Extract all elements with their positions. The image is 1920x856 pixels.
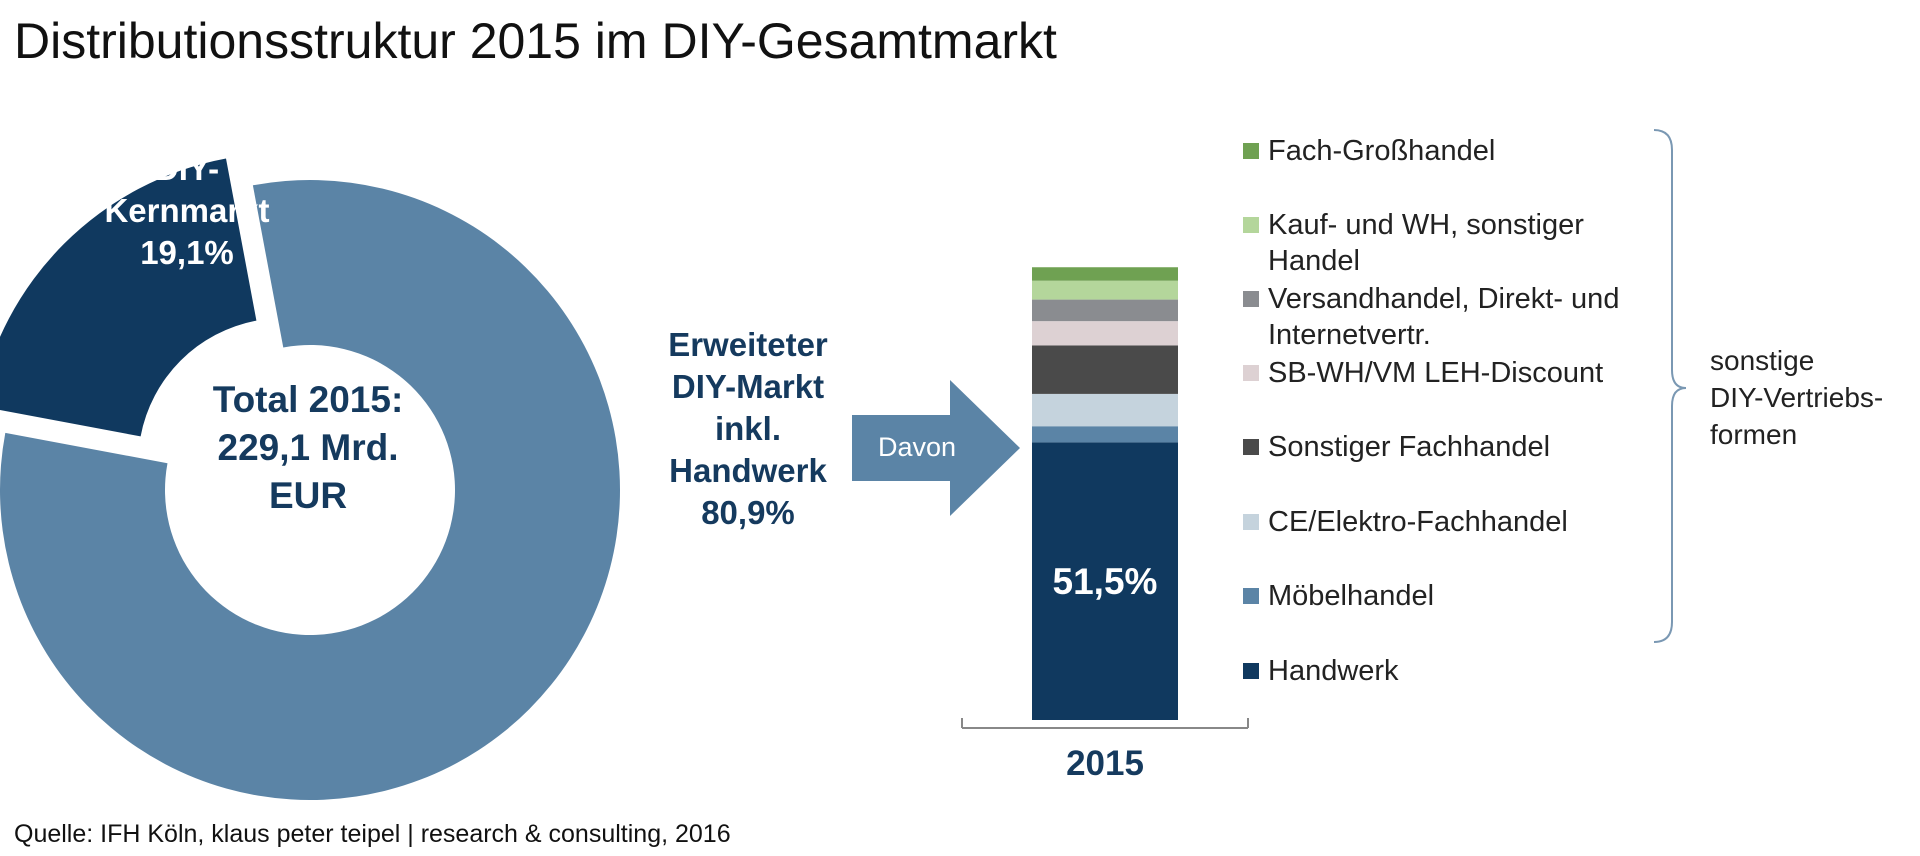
- arrow-shape: [852, 380, 1020, 516]
- erweiterter-label-line: Erweiteter: [668, 326, 828, 363]
- legend-label: CE/Elektro-Fachhandel: [1268, 506, 1568, 538]
- legend-swatch: [1243, 143, 1259, 159]
- bracket-label-line: formen: [1710, 419, 1797, 450]
- center-label-line: EUR: [269, 475, 347, 516]
- legend-label: Möbelhandel: [1268, 580, 1434, 612]
- chart-title: Distributionsstruktur 2015 im DIY-Gesamt…: [14, 13, 1057, 69]
- bar-segment-handwerk: [1032, 442, 1178, 720]
- legend-label: Internetvertr.: [1268, 319, 1431, 351]
- x-tick-label: 2015: [1066, 744, 1144, 783]
- bar-segment-versandhandel-direkt-und-internetvertr-: [1032, 299, 1178, 322]
- arrow-label: Davon: [878, 432, 956, 462]
- center-label-line: Total 2015:: [213, 379, 404, 420]
- legend-label: Handwerk: [1268, 655, 1399, 687]
- bar-segment-sonstiger-fachhandel: [1032, 345, 1178, 394]
- erweiterter-label-line: 80,9%: [701, 494, 795, 531]
- legend-swatch: [1243, 439, 1259, 455]
- legend-swatch: [1243, 588, 1259, 604]
- legend-swatch: [1243, 217, 1259, 233]
- legend-label: Versandhandel, Direkt- und: [1268, 283, 1619, 315]
- bar-axis: [961, 718, 1249, 729]
- legend-swatch: [1243, 663, 1259, 679]
- legend: Fach-Großhandel Kauf- und WH, sonstiger Ha…: [1243, 135, 1619, 687]
- legend-label: Sonstiger Fachhandel: [1268, 431, 1550, 463]
- kernmarkt-label-line: Kernmarkt: [104, 192, 269, 229]
- legend-swatch: [1243, 291, 1259, 307]
- erweiterter-label-line: DIY-Markt: [672, 368, 824, 405]
- bracket-shape: [1653, 129, 1687, 643]
- kernmarkt-label-line: 19,1%: [140, 234, 234, 271]
- donut-slice-labels: DIY- Kernmarkt 19,1% Erweiteter DIY-Markt ink…: [104, 150, 827, 531]
- legend-label: Handel: [1268, 245, 1360, 277]
- bar-segment-fach-großhandel: [1032, 267, 1178, 281]
- bracket-label-line: DIY-Vertriebs-: [1710, 382, 1883, 413]
- erweiterter-label-line: Handwerk: [669, 452, 827, 489]
- center-label-line: 229,1 Mrd.: [218, 427, 399, 468]
- kernmarkt-label-line: DIY-: [155, 150, 219, 187]
- bar-segment-ce-elektro-fachhandel: [1032, 393, 1178, 427]
- legend-label: Fach-Großhandel: [1268, 135, 1495, 167]
- donut-chart: [0, 158, 620, 800]
- bar-labels: 51,5% 2015: [1053, 561, 1158, 783]
- davon-arrow: Davon: [852, 380, 1020, 516]
- donut-slice-erweiterter-diy-markt: [0, 180, 620, 800]
- stacked-bar: [1032, 267, 1178, 720]
- donut-slice-diy-kernmarkt: [0, 158, 257, 437]
- bar-data-label: 51,5%: [1053, 561, 1158, 602]
- legend-swatch: [1243, 514, 1259, 530]
- legend-swatch: [1243, 365, 1259, 381]
- bracket-label-line: sonstige: [1710, 345, 1814, 376]
- erweiterter-label-line: inkl.: [715, 410, 781, 447]
- legend-label: SB-WH/VM LEH-Discount: [1268, 357, 1603, 389]
- legend-bracket: sonstige DIY-Vertriebs-formen: [1653, 129, 1883, 643]
- legend-label: Kauf- und WH, sonstiger: [1268, 209, 1584, 241]
- source-note: Quelle: IFH Köln, klaus peter teipel | r…: [14, 820, 731, 848]
- bar-segment-kauf-und-wh-sonstiger-handel: [1032, 280, 1178, 300]
- bar-segment-sb-wh-vm-leh-discount: [1032, 321, 1178, 346]
- bar-segment-möbelhandel: [1032, 426, 1178, 443]
- donut-center-label: Total 2015: 229,1 Mrd. EUR: [213, 379, 404, 516]
